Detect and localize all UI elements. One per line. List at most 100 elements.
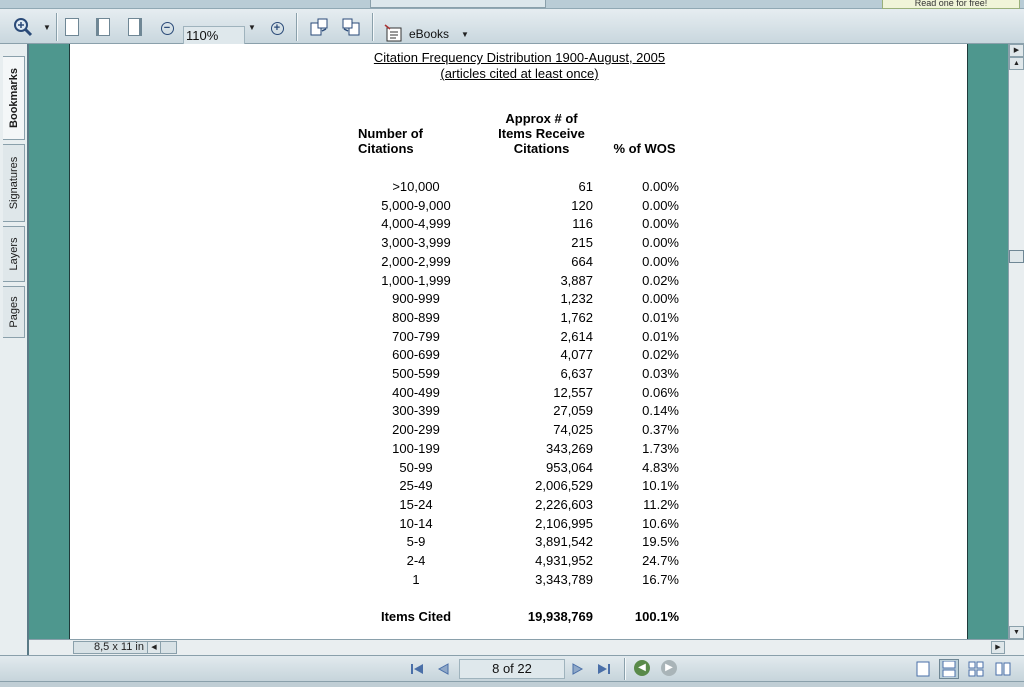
- last-page-button[interactable]: [595, 660, 613, 678]
- facing-layout-button[interactable]: [993, 659, 1013, 679]
- fit-page-button[interactable]: [93, 17, 113, 37]
- item-count: 27,059: [553, 403, 593, 419]
- table-row: 900-999 1,232 0.00%: [70, 291, 967, 309]
- column-header-items: Approx # of Items Receive Citations: [498, 111, 585, 156]
- ebooks-dropdown-icon[interactable]: ▼: [461, 29, 469, 39]
- item-count: 2,614: [560, 328, 593, 344]
- continuous-facing-layout-button[interactable]: [966, 659, 986, 679]
- continuous-layout-button[interactable]: [939, 659, 959, 679]
- actual-size-button[interactable]: [62, 17, 82, 37]
- fit-width-icon: [128, 18, 142, 36]
- tab-signatures[interactable]: Signatures: [3, 144, 25, 222]
- ebooks-icon: [384, 24, 402, 42]
- table-row: 1,000-1,999 3,887 0.02%: [70, 272, 967, 291]
- item-count: 12,557: [553, 384, 593, 400]
- previous-page-icon: [437, 663, 449, 675]
- wos-percent: 0.37%: [642, 422, 679, 438]
- citation-range: 25-49: [399, 478, 433, 494]
- tab-bookmarks[interactable]: Bookmarks: [3, 56, 25, 140]
- zoom-out-button[interactable]: −: [158, 19, 176, 37]
- magnifier-icon: [14, 18, 33, 37]
- item-count: 3,887: [560, 272, 593, 288]
- toolbar-divider: [296, 13, 297, 41]
- page-size-indicator: 8,5 x 11 in: [73, 641, 177, 654]
- first-page-button[interactable]: [408, 660, 426, 678]
- item-count: 1,762: [560, 309, 593, 325]
- table-row: 600-699 4,077 0.02%: [70, 347, 967, 365]
- column-header-citations: Number of Citations: [358, 126, 423, 156]
- scroll-right-button[interactable]: ▶: [991, 641, 1005, 654]
- item-count: 4,077: [560, 347, 593, 363]
- next-page-icon: [572, 663, 584, 675]
- item-count: 2,006,529: [535, 478, 593, 494]
- table-row: 100-199 343,269 1.73%: [70, 440, 967, 459]
- tab-layers[interactable]: Layers: [3, 226, 25, 282]
- citation-range: 700-799: [392, 328, 440, 344]
- wos-percent: 0.00%: [642, 179, 679, 194]
- scroll-down-button[interactable]: ▼: [1009, 626, 1024, 639]
- wos-percent: 0.14%: [642, 403, 679, 419]
- table-row: 10-14 2,106,995 10.6%: [70, 516, 967, 534]
- citation-range: 3,000-3,999: [381, 235, 451, 251]
- citation-range: 100-199: [392, 440, 440, 456]
- item-count: 61: [578, 179, 593, 194]
- single-page-layout-button[interactable]: [913, 659, 933, 679]
- scroll-top-button[interactable]: ▶: [1009, 44, 1024, 57]
- horizontal-scrollbar[interactable]: 8,5 x 11 in ◀ ▶: [29, 639, 1024, 655]
- rotate-clockwise-button[interactable]: [308, 16, 330, 38]
- item-count: 664: [571, 253, 593, 269]
- chevron-down-icon[interactable]: ▼: [43, 22, 51, 32]
- table-row: 2-4 4,931,952 24.7%: [70, 553, 967, 571]
- ebooks-button[interactable]: eBooks ▼: [384, 23, 469, 45]
- citation-range: 500-599: [392, 366, 440, 381]
- go-back-button[interactable]: ◀: [634, 660, 650, 676]
- last-page-icon: [598, 664, 610, 674]
- zoom-in-tool-button[interactable]: [12, 17, 34, 37]
- document-background-right: [968, 44, 1008, 639]
- table-row: 800-899 1,762 0.01%: [70, 309, 967, 328]
- wos-percent: 0.03%: [642, 366, 679, 381]
- citation-range: 4,000-4,999: [381, 216, 451, 232]
- total-label: Items Cited: [380, 609, 452, 624]
- next-page-button[interactable]: [569, 660, 587, 678]
- rotate-cw-icon: [310, 18, 328, 36]
- ebooks-label: eBooks: [409, 27, 450, 41]
- fit-width-button[interactable]: [125, 17, 145, 37]
- previous-page-button[interactable]: [434, 660, 452, 678]
- scroll-thumb[interactable]: [1009, 250, 1024, 263]
- wos-percent: 0.00%: [642, 216, 679, 232]
- zoom-in-button[interactable]: +: [268, 19, 286, 37]
- rotate-counterclockwise-button[interactable]: [340, 16, 362, 38]
- item-count: 1,232: [560, 291, 593, 307]
- citation-range: 5-9: [406, 534, 426, 550]
- wos-percent: 1.73%: [642, 440, 679, 456]
- citation-range: 300-399: [392, 403, 440, 419]
- zoom-input[interactable]: 110%: [183, 26, 245, 45]
- go-forward-button[interactable]: ▶: [661, 660, 677, 676]
- tab-pages[interactable]: Pages: [3, 286, 25, 338]
- document-page[interactable]: Citation Frequency Distribution 1900-Aug…: [69, 44, 968, 639]
- wos-percent: 0.00%: [642, 291, 679, 307]
- item-count: 3,343,789: [535, 571, 593, 587]
- citation-range: 600-699: [392, 347, 440, 363]
- tab-layers-label: Layers: [7, 237, 20, 271]
- wos-percent: 0.00%: [642, 197, 679, 213]
- scroll-left-button[interactable]: ◀: [147, 641, 161, 654]
- continuous-page-icon: [942, 661, 956, 677]
- forward-arrow-icon: ▶: [665, 662, 673, 673]
- scroll-up-button[interactable]: ▲: [1009, 57, 1024, 70]
- citation-range: 5,000-9,000: [381, 197, 451, 213]
- back-arrow-icon: ◀: [638, 662, 646, 673]
- promo-banner[interactable]: Read one for free!: [882, 0, 1020, 9]
- vertical-scrollbar[interactable]: ▶ ▲ ▼: [1008, 44, 1024, 639]
- tab-pages-label: Pages: [7, 296, 20, 328]
- table-row: 5,000-9,000 120 0.00%: [70, 197, 967, 216]
- toolbar-divider: [372, 13, 373, 41]
- wos-percent: 0.02%: [642, 347, 679, 363]
- page-number-input[interactable]: 8 of 22: [459, 659, 565, 679]
- table-row: 15-24 2,226,603 11.2%: [70, 497, 967, 515]
- minus-icon: −: [160, 21, 174, 35]
- zoom-dropdown-icon[interactable]: ▼: [248, 22, 256, 32]
- facing-page-icon: [995, 662, 1011, 676]
- wos-percent: 4.83%: [642, 459, 679, 475]
